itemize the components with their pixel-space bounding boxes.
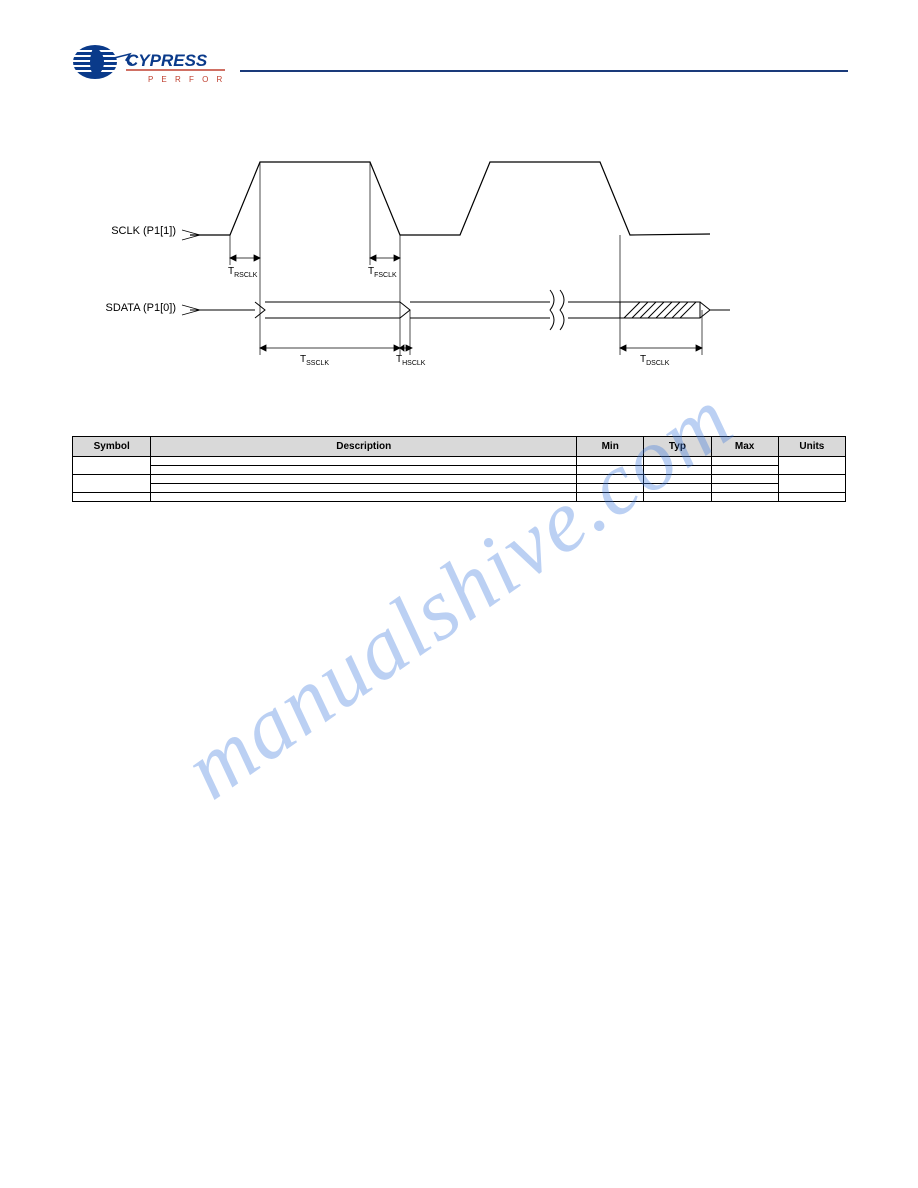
cell-symbol xyxy=(73,475,151,493)
t-fsclk-label: TFSCLK xyxy=(368,266,397,279)
timing-diagram: SCLK (P1[1]) SDATA (P1[0]) TRSCLK TFSCLK… xyxy=(90,140,790,400)
th-typ: Typ xyxy=(644,437,711,457)
t-ssclk-label: TSSCLK xyxy=(300,354,329,367)
cell-desc xyxy=(151,493,577,502)
cell-min xyxy=(577,475,644,484)
t-dsclk-label: TDSCLK xyxy=(640,354,669,367)
logo-svg: CYPRESS P E R F O R M xyxy=(70,40,230,88)
table-row xyxy=(73,475,846,484)
cypress-logo: CYPRESS P E R F O R M xyxy=(70,40,230,88)
table-row xyxy=(73,493,846,502)
cell-symbol xyxy=(73,493,151,502)
cell-desc xyxy=(151,457,577,466)
th-desc: Description xyxy=(151,437,577,457)
header-rule xyxy=(240,70,848,72)
th-units: Units xyxy=(778,437,845,457)
cell-min xyxy=(577,484,644,493)
cell-typ xyxy=(644,457,711,466)
table-header-row: Symbol Description Min Typ Max Units xyxy=(73,437,846,457)
timing-svg xyxy=(90,140,790,400)
cell-min xyxy=(577,466,644,475)
table-row xyxy=(73,457,846,466)
cell-max xyxy=(711,493,778,502)
sdata-label: SDATA (P1[0]) xyxy=(80,302,176,314)
cell-units xyxy=(778,475,845,493)
cell-max xyxy=(711,457,778,466)
content-area: Symbol Description Min Typ Max Units xyxy=(72,430,846,508)
cell-max xyxy=(711,484,778,493)
t-hsclk-label: THSCLK xyxy=(396,354,425,367)
th-max: Max xyxy=(711,437,778,457)
cell-max xyxy=(711,466,778,475)
t-rsclk-label: TRSCLK xyxy=(228,266,257,279)
cell-min xyxy=(577,457,644,466)
logo-brand-text: CYPRESS xyxy=(126,51,208,70)
cell-max xyxy=(711,475,778,484)
table-row xyxy=(73,466,846,475)
spec-table: Symbol Description Min Typ Max Units xyxy=(72,436,846,502)
cell-min xyxy=(577,493,644,502)
cell-symbol xyxy=(73,457,151,475)
cell-typ xyxy=(644,493,711,502)
cell-units xyxy=(778,493,845,502)
th-symbol: Symbol xyxy=(73,437,151,457)
page-header: CYPRESS P E R F O R M xyxy=(70,40,848,100)
page-root: CYPRESS P E R F O R M xyxy=(0,0,918,1188)
table-row xyxy=(73,484,846,493)
sclk-label: SCLK (P1[1]) xyxy=(80,225,176,237)
cell-desc xyxy=(151,475,577,484)
logo-tagline-text: P E R F O R M xyxy=(148,75,230,84)
cell-typ xyxy=(644,484,711,493)
cell-desc xyxy=(151,466,577,475)
cell-desc xyxy=(151,484,577,493)
th-min: Min xyxy=(577,437,644,457)
cell-typ xyxy=(644,466,711,475)
cell-typ xyxy=(644,475,711,484)
cell-units xyxy=(778,457,845,475)
